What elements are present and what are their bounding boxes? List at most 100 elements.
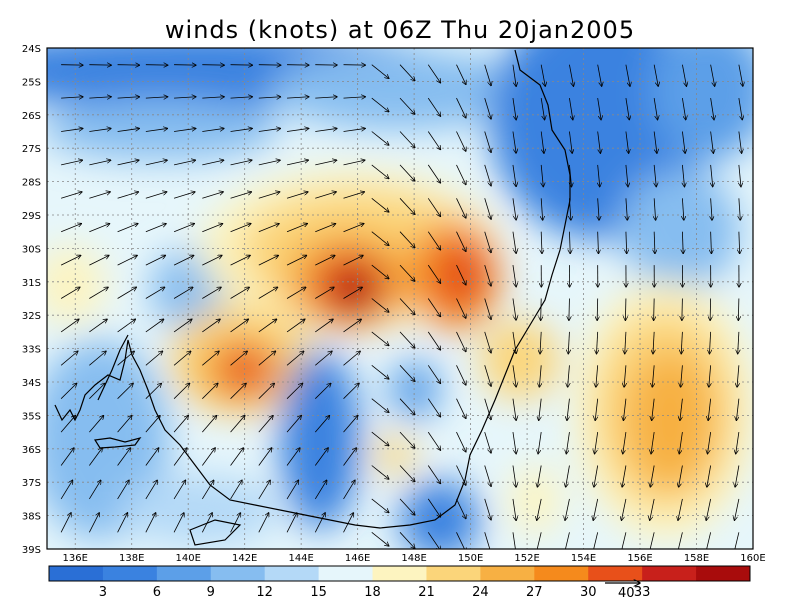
- wind-arrow: [484, 498, 491, 520]
- wind-arrow: [371, 197, 389, 212]
- wind-arrow: [286, 415, 301, 433]
- wind-arrow: [286, 383, 303, 399]
- wind-arrow: [258, 128, 281, 132]
- wind-arrow: [512, 498, 516, 521]
- wind-arrow: [711, 198, 712, 220]
- wind-arrow: [89, 415, 103, 433]
- wind-arrow: [568, 365, 570, 387]
- wind-arrow: [456, 465, 465, 486]
- wind-arrow: [512, 365, 516, 387]
- lat-tick-label: 25S: [22, 77, 41, 88]
- wind-arrow: [598, 231, 599, 254]
- wind-arrow: [512, 265, 516, 287]
- wind-arrow: [258, 448, 272, 466]
- wind-arrow: [89, 97, 111, 98]
- wind-arrow: [456, 431, 465, 452]
- wind-arrow: [484, 131, 491, 153]
- wind-arrow: [541, 198, 542, 220]
- wind-arrow: [537, 465, 542, 488]
- wind-arrow: [145, 160, 167, 166]
- wind-arrow: [258, 192, 280, 199]
- wind-arrow: [202, 383, 218, 399]
- wind-arrow: [484, 398, 491, 420]
- colorbar-swatch: [534, 566, 589, 581]
- wind-arrow: [173, 415, 188, 433]
- wind-arrow: [314, 448, 328, 466]
- wind-arrow: [537, 498, 542, 521]
- colorbar-swatch: [156, 566, 212, 581]
- wind-arrow: [145, 192, 167, 199]
- wind-arrow: [706, 498, 712, 521]
- wind-arrow: [484, 532, 491, 549]
- wind-arrow: [427, 532, 440, 549]
- wind-arrow: [371, 97, 389, 112]
- wind-arrow: [89, 224, 109, 233]
- wind-arrow: [202, 192, 223, 199]
- colorbar-label: 12: [256, 585, 273, 600]
- lon-tick-label: 146E: [345, 553, 370, 564]
- wind-arrow: [708, 398, 712, 421]
- wind-arrow: [456, 198, 465, 218]
- lon-tick-label: 138E: [119, 553, 144, 564]
- wind-arrow: [173, 351, 191, 366]
- wind-arrow: [512, 198, 516, 220]
- wind-arrow: [258, 415, 273, 433]
- lat-tick-label: 32S: [22, 311, 41, 322]
- wind-arrow: [709, 365, 711, 387]
- wind-arrow: [456, 331, 465, 352]
- wind-arrow: [117, 448, 131, 466]
- wind-arrow: [512, 131, 516, 154]
- lat-tick-label: 28S: [22, 178, 41, 189]
- wind-arrow: [61, 160, 82, 166]
- wind-arrow: [89, 383, 105, 399]
- wind-arrow: [145, 319, 164, 333]
- wind-arrow: [512, 164, 516, 187]
- wind-arrow: [735, 465, 740, 488]
- wind-arrow: [173, 319, 192, 333]
- colorbar-label: 6: [153, 585, 161, 600]
- wind-arrow: [315, 351, 332, 366]
- wind-arrow: [371, 364, 389, 379]
- wind-arrow: [456, 64, 465, 85]
- wind-arrow: [286, 480, 299, 500]
- wind-arrow: [89, 448, 102, 466]
- wind-arrow: [315, 287, 334, 299]
- wind-arrow: [682, 64, 686, 87]
- wind-arrow: [173, 448, 187, 466]
- wind-arrow: [566, 432, 570, 454]
- wind-arrow: [456, 365, 465, 385]
- lon-tick-label: 142E: [232, 553, 257, 564]
- wind-arrow: [202, 415, 216, 433]
- wind-arrow: [484, 231, 491, 253]
- wind-arrow: [512, 98, 516, 120]
- wind-arrow: [315, 160, 336, 166]
- colorbar-labels: 3 6 9 12 15 18 21 24 27 30 33: [99, 585, 651, 600]
- colorbar-swatch: [102, 566, 158, 581]
- lat-tick-label: 37S: [22, 478, 41, 489]
- wind-arrow: [258, 255, 279, 266]
- wind-arrow: [736, 432, 740, 454]
- colorbar-swatch: [210, 566, 266, 581]
- wind-arrow: [230, 224, 251, 233]
- reference-vector-label: 40: [618, 586, 635, 600]
- colorbar-swatch: [588, 566, 643, 581]
- wind-arrow: [654, 198, 655, 220]
- colorbar-frame: [48, 565, 751, 582]
- wind-arrow: [173, 192, 195, 199]
- wind-arrow: [173, 513, 184, 533]
- lon-tick-label: 152E: [514, 553, 539, 564]
- wind-arrow: [539, 365, 541, 387]
- wind-arrow: [145, 415, 160, 433]
- wind-arrow: [538, 432, 542, 454]
- lat-tick-label: 31S: [22, 278, 41, 289]
- wind-arrow: [173, 255, 194, 266]
- wind-arrow: [258, 319, 277, 333]
- wind-arrow: [399, 131, 415, 148]
- wind-arrow: [60, 255, 81, 266]
- wind-arrow: [89, 513, 99, 533]
- wind-arrow: [653, 64, 658, 87]
- wind-arrow: [653, 98, 657, 120]
- wind-arrow: [371, 331, 389, 346]
- wind-arrow: [399, 164, 415, 181]
- wind-arrow: [427, 498, 440, 517]
